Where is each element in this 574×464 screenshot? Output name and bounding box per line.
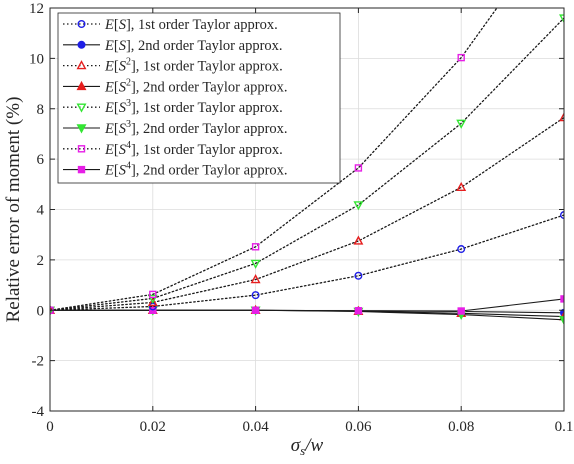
series-4 (50, 304, 564, 321)
y-tick-label: 0 (37, 303, 45, 319)
data-point (147, 294, 158, 304)
legend-marker (77, 165, 86, 174)
data-point (560, 295, 564, 303)
legend-entry: E[S], 2nd order Taylor approx. (63, 38, 283, 54)
data-point (457, 245, 466, 254)
legend-entry: E[S4], 2nd order Taylor approx. (63, 161, 288, 179)
data-point (250, 259, 261, 269)
y-tick-labels: -4 -2 0 2 4 6 8 10 12 (29, 1, 45, 420)
y-tick-label: 4 (37, 203, 45, 219)
series-line (50, 116, 564, 311)
data-point (456, 119, 467, 129)
data-point (559, 14, 564, 24)
x-tick-label: 0 (46, 419, 54, 435)
legend-entry: E[S3], 2nd order Taylor approx. (63, 119, 288, 137)
x-tick-label: 0.04 (242, 419, 269, 435)
data-point (354, 307, 363, 315)
data-point (559, 316, 564, 326)
data-point (457, 53, 465, 62)
x-tick-label: 0.08 (448, 419, 474, 435)
data-point (353, 201, 364, 211)
legend-label: E[S2], 2nd order Taylor approx. (104, 77, 288, 95)
data-point (560, 211, 564, 220)
data-point (354, 164, 363, 172)
y-tick-label: -2 (32, 354, 45, 370)
legend-entry: E[S3], 1st order Taylor approx. (63, 98, 283, 116)
legend-label: E[S4], 1st order Taylor approx. (104, 140, 283, 158)
y-tick-label: 6 (37, 152, 45, 168)
legend-entry: E[S2], 1st order Taylor approx. (63, 57, 283, 75)
legend-marker (76, 103, 87, 113)
legend-marker (76, 80, 87, 91)
data-point (147, 296, 158, 307)
x-tick-labels: 0 0.02 0.04 0.06 0.08 0.1 (46, 419, 573, 435)
series-line (50, 17, 564, 311)
series-line (50, 8, 498, 311)
legend-entry: E[S2], 2nd order Taylor approx. (63, 77, 288, 95)
data-point (149, 290, 157, 299)
data-point (354, 271, 363, 280)
data-point (250, 274, 261, 284)
legend-box (57, 12, 341, 184)
data-point (251, 243, 260, 251)
x-tick-label: 0.1 (555, 419, 574, 435)
legend-marker (77, 20, 86, 29)
y-axis-label: Relative error of moment (%) (3, 97, 24, 323)
legend-label: E[S], 2nd order Taylor approx. (104, 38, 283, 54)
legend-marker (77, 145, 86, 153)
ticks (49, 7, 565, 412)
legend-entry: E[S4], 1st order Taylor approx. (63, 140, 283, 158)
legend: E[S], 1st order Taylor approx. E[S], 2nd … (57, 12, 341, 184)
series-line (50, 298, 564, 312)
legend-entry: E[S], 1st order Taylor approx. (63, 17, 278, 33)
data-point (559, 112, 564, 122)
y-tick-label: 10 (29, 51, 44, 67)
legend-label: E[S], 1st order Taylor approx. (104, 17, 278, 33)
data-point (457, 307, 465, 315)
legend-marker (77, 40, 86, 49)
legend-label: E[S3], 2nd order Taylor approx. (104, 119, 288, 137)
legend-marker (76, 124, 87, 134)
y-tick-label: 8 (37, 102, 45, 118)
data-point (251, 291, 260, 300)
legend-label: E[S3], 1st order Taylor approx. (104, 98, 283, 116)
legend-label: E[S4], 2nd order Taylor approx. (104, 161, 288, 179)
y-tick-label: 2 (37, 253, 45, 269)
x-tick-label: 0.06 (345, 419, 372, 435)
y-tick-label: 12 (29, 1, 44, 17)
series-line (50, 214, 564, 311)
x-tick-label: 0.02 (140, 419, 166, 435)
legend-label: E[S2], 1st order Taylor approx. (104, 57, 283, 75)
data-point (456, 181, 467, 192)
data-point (353, 235, 364, 245)
legend-marker (76, 60, 87, 70)
y-tick-label: -4 (32, 404, 45, 420)
x-axis-label: σs/w (291, 435, 324, 458)
series-layer (50, 8, 564, 326)
data-point (251, 306, 260, 314)
